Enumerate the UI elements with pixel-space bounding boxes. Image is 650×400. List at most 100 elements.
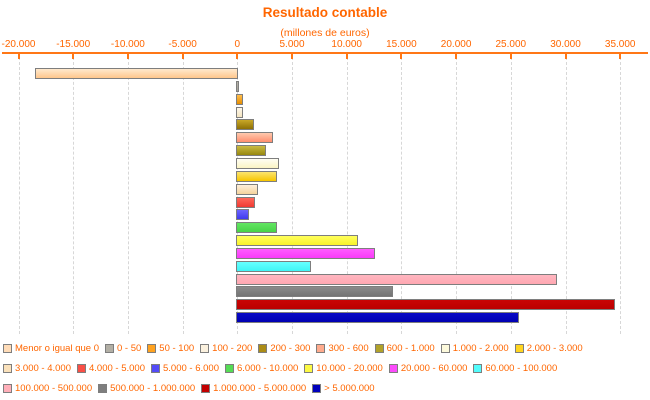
gridline [620, 57, 622, 334]
legend-label: 100.000 - 500.000 [15, 382, 93, 394]
legend-label: 2.000 - 3.000 [526, 342, 583, 354]
axis-tick-label: 35.000 [604, 39, 636, 50]
legend-item: 20.000 - 60.000 [388, 362, 468, 374]
axis-tick [126, 53, 129, 59]
legend-swatch [77, 363, 86, 373]
chart-unit-subtitle: (millones de euros) [280, 27, 370, 39]
legend-item: 100.000 - 500.000 [3, 383, 92, 394]
legend-label: > 5.000.000 [324, 382, 375, 394]
legend-item: 2.000 - 3.000 [514, 342, 583, 354]
axis-tick-label: -10.000 [110, 39, 145, 50]
gridline [182, 57, 184, 334]
legend-swatch [388, 363, 398, 373]
bar [236, 157, 279, 169]
legend-item: 6.000 - 10.000 [225, 363, 298, 374]
bar [236, 235, 359, 247]
legend-swatch [304, 363, 314, 373]
legend-item: 4.000 - 5.000 [77, 363, 145, 374]
gridline [456, 57, 458, 334]
gridline [346, 57, 348, 334]
legend-item: 0 - 50 [104, 342, 142, 354]
legend-item: 60.000 - 100.000 [473, 363, 557, 374]
legend-swatch [201, 383, 211, 393]
axis-tick [345, 53, 348, 59]
legend-item: 300 - 600 [316, 342, 369, 354]
axis-tick [564, 53, 567, 59]
legend-item: 1.000.000 - 5.000.000 [201, 383, 306, 394]
axis-tick-label: -15.000 [56, 39, 91, 50]
bar [236, 170, 277, 182]
legend-row: 100.000 - 500.000 500.000 - 1.000.000 1.00… [3, 378, 648, 398]
axis-tick [619, 53, 622, 59]
axis-tick [17, 53, 20, 59]
axis-tick [455, 53, 458, 59]
legend-item: 200 - 300 [258, 343, 310, 354]
gridline [127, 57, 129, 334]
bar [236, 273, 557, 285]
legend-swatch [3, 343, 12, 353]
legend-label: 20.000 - 60.000 [400, 362, 468, 374]
legend-item: 500.000 - 1.000.000 [98, 383, 195, 394]
legend-item: Menor o igual que 0 [3, 343, 99, 354]
gridline [18, 57, 20, 334]
legend-label: 200 - 300 [270, 342, 311, 354]
axis-tick-label: 25.000 [495, 39, 527, 50]
bar [35, 68, 239, 79]
legend-swatch [151, 363, 160, 373]
bar [236, 106, 243, 118]
legend-item: 100 - 200 [200, 343, 252, 354]
bar [236, 286, 394, 298]
axis-tick-label: -20.000 [1, 39, 36, 50]
legend-swatch [200, 343, 210, 353]
legend-row: Menor o igual que 0 0 - 50 50 - 100 100 - 2… [3, 338, 648, 358]
legend-swatch [104, 343, 114, 353]
bar [236, 93, 244, 105]
legend-label: 100 - 200 [212, 342, 253, 354]
legend-label: 3.000 - 4.000 [15, 362, 71, 374]
legend-label: 1.000 - 2.000 [452, 342, 509, 354]
legend-label: 600 - 1.000 [386, 342, 435, 354]
gridline [401, 57, 403, 334]
bar [236, 119, 255, 131]
gridline [73, 57, 75, 334]
legend-swatch [374, 343, 384, 353]
chart-legend: Menor o igual que 0 0 - 50 50 - 100 100 - 2… [3, 338, 648, 398]
axis-tick [236, 53, 239, 59]
legend-label: 300 - 600 [328, 342, 369, 354]
bar [236, 132, 273, 144]
axis-tick [181, 53, 184, 59]
legend-label: 0 - 50 [116, 342, 142, 354]
bar [236, 196, 256, 208]
legend-swatch [514, 343, 524, 353]
legend-item: 600 - 1.000 [374, 342, 435, 354]
chart-title: Resultado contable [262, 5, 388, 20]
bar [236, 183, 258, 195]
legend-item: 1.000 - 2.000 [440, 342, 509, 354]
legend-swatch [147, 343, 157, 353]
legend-swatch [258, 343, 268, 353]
legend-label: 6.000 - 10.000 [237, 362, 299, 374]
legend-swatch [98, 383, 108, 393]
legend-swatch [225, 363, 234, 373]
legend-swatch [3, 363, 12, 373]
legend-item: 5.000 - 6.000 [151, 363, 219, 374]
axis-tick-label: 5.000 [279, 39, 305, 50]
legend-row: 3.000 - 4.000 4.000 - 5.000 5.000 - 6.000 6… [3, 358, 648, 378]
legend-label: 1.000.000 - 5.000.000 [213, 382, 307, 394]
bar [236, 247, 376, 259]
bar [236, 312, 520, 324]
legend-swatch [312, 383, 322, 393]
legend-label: 4.000 - 5.000 [89, 362, 145, 374]
legend-swatch [316, 343, 326, 353]
bar [236, 299, 615, 311]
axis-tick-label: 30.000 [550, 39, 581, 50]
axis-tick-label: -5.000 [168, 39, 197, 50]
axis-tick-label: 0 [234, 39, 241, 50]
bar [236, 145, 267, 157]
bar [236, 260, 312, 272]
legend-item: > 5.000.000 [312, 382, 375, 394]
legend-swatch [3, 383, 12, 393]
axis-tick [509, 53, 512, 59]
bar [236, 209, 249, 221]
